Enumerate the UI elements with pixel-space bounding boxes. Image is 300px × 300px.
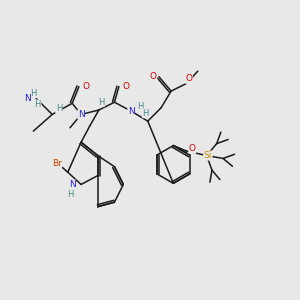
Text: H: H bbox=[142, 109, 149, 118]
Text: Br: Br bbox=[52, 159, 61, 168]
Text: H: H bbox=[56, 104, 62, 113]
Text: N: N bbox=[24, 94, 31, 103]
Text: N: N bbox=[128, 106, 134, 116]
Text: H: H bbox=[137, 102, 143, 111]
Text: H: H bbox=[98, 98, 104, 107]
Text: O: O bbox=[189, 144, 196, 153]
Text: O: O bbox=[82, 82, 89, 91]
Text: Si: Si bbox=[204, 151, 212, 160]
Text: H: H bbox=[67, 190, 73, 199]
Text: N: N bbox=[69, 180, 76, 189]
Text: N: N bbox=[78, 110, 85, 119]
Text: H: H bbox=[30, 89, 37, 98]
Text: O: O bbox=[185, 74, 192, 83]
Text: O: O bbox=[122, 82, 129, 91]
Text: O: O bbox=[150, 72, 157, 81]
Text: H: H bbox=[34, 100, 41, 109]
